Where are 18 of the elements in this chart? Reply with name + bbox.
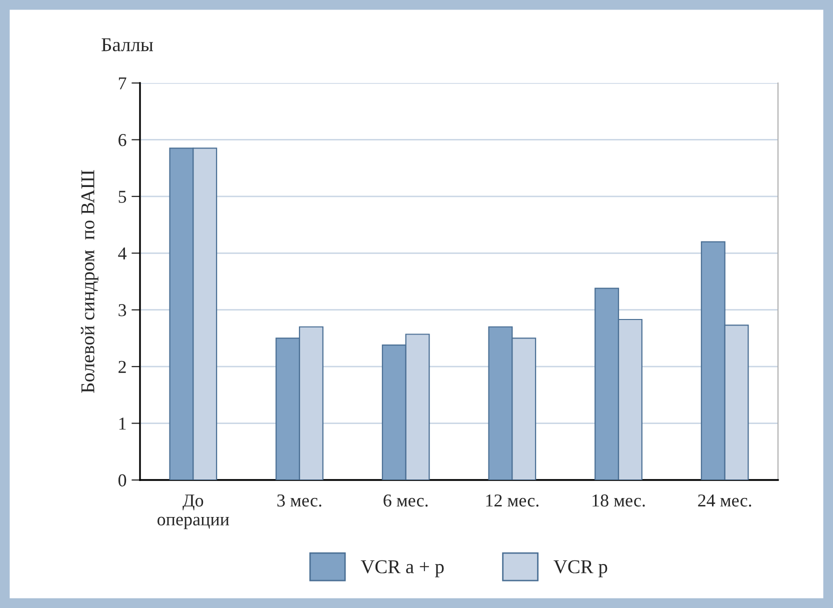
y-tick-label: 7: [118, 77, 126, 90]
y-tick-label: 0: [118, 474, 126, 486]
legend-label: VCR a + p: [360, 560, 444, 578]
x-tick-label: 12 мес.: [486, 494, 538, 507]
x-tick-label: До операции: [157, 494, 230, 530]
y-axis-title: Болевой синдром по ВАШ: [80, 170, 98, 393]
y-tick-label: 1: [119, 418, 126, 430]
y-tick-label: 4: [118, 248, 127, 260]
y-tick-label: 5: [118, 190, 126, 203]
legend-label: VCR p: [554, 560, 608, 578]
y-tick-label: 2: [118, 360, 126, 373]
x-tick-label: 18 мес.: [592, 494, 645, 507]
y-tick-label: 3: [118, 304, 126, 316]
y-tick-label: 6: [118, 134, 126, 146]
x-tick-label: 24 мес.: [698, 494, 752, 507]
x-tick-label: 3 мес.: [277, 494, 322, 507]
x-tick-label: 6 мес.: [384, 494, 428, 507]
text: Баллы: [102, 38, 153, 52]
